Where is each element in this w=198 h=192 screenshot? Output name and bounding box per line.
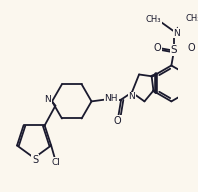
Text: S: S: [171, 45, 177, 55]
Text: Cl: Cl: [51, 158, 60, 167]
Text: O: O: [187, 43, 195, 53]
Text: NH: NH: [105, 94, 118, 103]
Text: CH₃: CH₃: [185, 14, 198, 23]
Text: O: O: [114, 116, 121, 126]
Text: N: N: [129, 92, 135, 101]
Text: S: S: [32, 155, 38, 165]
Text: N: N: [44, 95, 51, 104]
Text: O: O: [153, 43, 161, 53]
Text: N: N: [173, 29, 180, 38]
Text: CH₃: CH₃: [146, 15, 161, 24]
